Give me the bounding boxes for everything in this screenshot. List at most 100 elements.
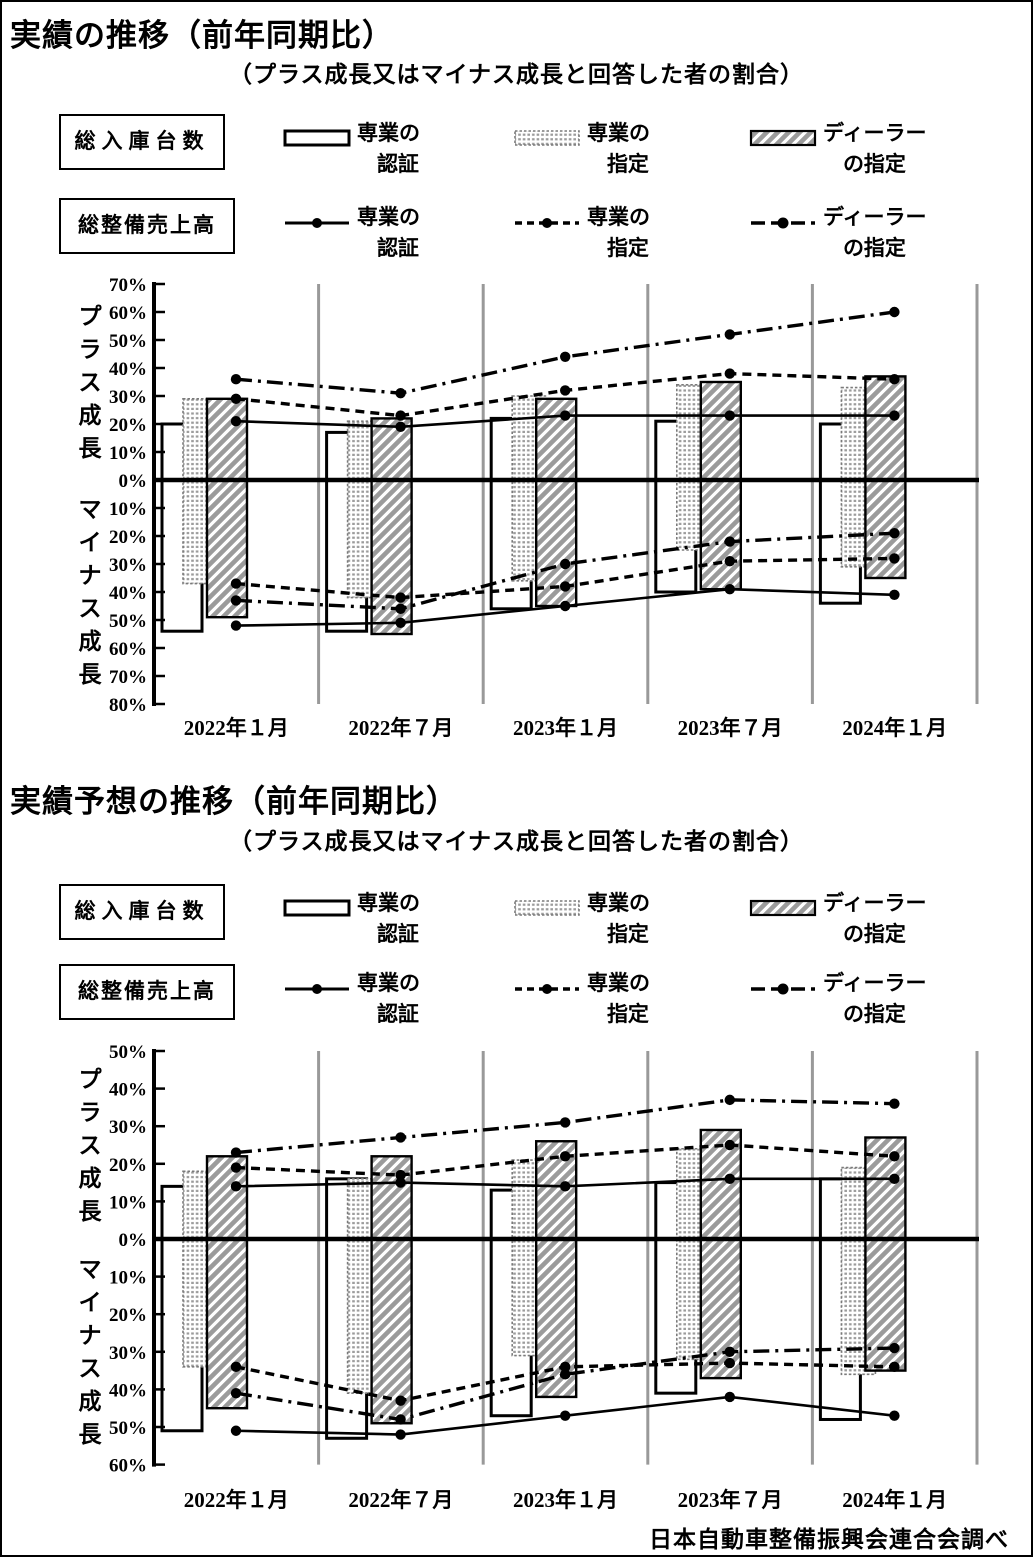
plus-growth-axis-label-char: ラ <box>79 336 102 362</box>
bar-minus-hatched <box>370 478 413 636</box>
legend-label: 専業の 認証 <box>357 202 420 264</box>
data-point-marker <box>560 1369 571 1380</box>
data-point-marker <box>889 306 900 318</box>
legend-label-line2: の指定 <box>842 153 906 176</box>
x-category-label: 2024年１月 <box>842 1488 947 1512</box>
bar-plus-hatched <box>370 1155 413 1241</box>
data-point-marker <box>724 536 735 547</box>
y-tick-label: 30% <box>109 555 147 576</box>
legend-label: 専業の 指定 <box>587 968 650 1030</box>
y-tick-label: 40% <box>109 1380 147 1401</box>
legend-label-line2: 指定 <box>606 237 649 260</box>
legend-label-line2: 認証 <box>376 1003 419 1026</box>
legend-label: 専業の 認証 <box>357 968 420 1030</box>
data-point-marker <box>560 581 571 592</box>
data-point-marker <box>230 1147 242 1158</box>
solid-line-swatch-icon <box>285 984 349 994</box>
legend-label: ディーラー の指定 <box>823 888 927 950</box>
data-point-marker <box>395 1395 406 1406</box>
legend-label: ディーラー の指定 <box>823 968 927 1030</box>
chart2-subtitle: （プラス成長又はマイナス成長と回答した者の割合） <box>228 828 805 854</box>
data-point-marker <box>724 368 735 379</box>
data-point-marker <box>230 595 242 606</box>
bar-plus-hatched <box>205 397 249 482</box>
data-point-marker <box>889 410 900 421</box>
x-category-label: 2022年１月 <box>184 716 289 740</box>
legend2-line-item-solid: 専業の 認証 <box>283 968 420 1030</box>
legend-label-line1: 専業の <box>587 206 650 229</box>
bar-minus-white <box>818 478 862 605</box>
minus-growth-axis-label-char: イ <box>79 529 102 555</box>
minus-growth-axis-label-char: ス <box>79 595 102 621</box>
y-tick-label: 50% <box>109 611 147 632</box>
data-point-marker <box>230 1387 242 1399</box>
chart2-title: 実績予想の推移（前年同期比） <box>10 784 458 819</box>
y-tick-label: 20% <box>109 415 147 436</box>
data-point-marker <box>724 410 735 421</box>
minus-growth-axis-label-char: 長 <box>79 1421 103 1447</box>
minus-growth-axis-label-char: ナ <box>79 562 102 588</box>
legend-label-line1: ディーラー <box>823 892 927 915</box>
legend-label: 専業の 指定 <box>587 118 650 180</box>
dotted-bar-swatch-icon <box>514 900 580 916</box>
data-point-marker <box>560 351 571 362</box>
y-tick-label: 20% <box>109 1155 147 1176</box>
data-point-marker <box>889 1151 900 1162</box>
legend1-bar-item-hatched: ディーラー の指定 <box>749 118 927 180</box>
data-point-marker <box>560 600 571 612</box>
x-category-label: 2023年７月 <box>678 1488 783 1512</box>
y-tick-label: 30% <box>109 1343 147 1364</box>
bar-minus-hatched <box>205 478 249 619</box>
legend-label-line1: 専業の <box>587 892 650 915</box>
legend-label-line2: 指定 <box>606 1003 649 1026</box>
dotted-bar-swatch-icon <box>514 130 580 146</box>
legend-label-line1: ディーラー <box>823 122 927 145</box>
data-point-marker <box>724 1391 735 1403</box>
legend1-bar-item-white: 専業の 認証 <box>283 118 420 180</box>
data-point-marker <box>560 410 571 421</box>
data-point-marker <box>724 329 735 340</box>
legend-label-line1: 専業の <box>587 122 650 145</box>
dashdot-line-swatch-icon <box>751 217 815 229</box>
chart1-title: 実績の推移（前年同期比） <box>10 18 394 53</box>
y-tick-label: 50% <box>109 331 147 352</box>
legend-label-line2: の指定 <box>842 237 906 260</box>
bar-plus-hatched <box>535 397 578 482</box>
line-dashdot <box>230 306 900 614</box>
y-tick-label: 60% <box>109 303 147 324</box>
bar-plus-hatched <box>699 380 742 482</box>
legend1-bar-item-dotted: 専業の 指定 <box>513 118 650 180</box>
y-tick-label: 0% <box>119 1230 148 1251</box>
bar-minus-hatched <box>864 1237 907 1372</box>
legend-label-line2: の指定 <box>842 923 906 946</box>
axes: 70% 60% 50% 40% 30% 20% 10% 0% 10% 20% 30% 40% 50% 60… <box>109 275 979 716</box>
plus-growth-axis-label-char: 長 <box>79 1198 103 1224</box>
legend1-line-item-dashed: 専業の指定 <box>513 202 650 264</box>
y-tick-label: 10% <box>109 499 147 520</box>
dashed-line-swatch-icon <box>515 984 579 994</box>
data-point-marker <box>230 416 242 427</box>
x-axis-labels: 2022年１月 2022年７月 2023年１月 2023年７月 2024年１月 <box>184 1488 947 1512</box>
y-tick-label: 30% <box>109 1117 147 1138</box>
y-tick-label: 80% <box>109 695 147 716</box>
chart1-subtitle: （プラス成長又はマイナス成長と回答した者の割合） <box>228 61 805 87</box>
bar-minus-hatched <box>699 478 742 591</box>
white-bar-swatch-icon <box>283 899 351 917</box>
axes: 50% 40% 30% 20% 10% 0% 10% 20% 30% 40% 50% 60% <box>109 1042 979 1477</box>
y-tick-label: 20% <box>109 1305 147 1326</box>
dashed-line-swatch-icon <box>515 218 579 228</box>
bars-white <box>160 416 862 633</box>
legend-label-line1: 専業の <box>357 122 420 145</box>
data-point-marker <box>560 385 571 396</box>
y-tick-label: 50% <box>109 1418 147 1439</box>
x-category-label: 2024年１月 <box>842 716 947 740</box>
x-category-label: 2022年７月 <box>348 1488 453 1512</box>
plus-growth-axis-label-char: プ <box>79 1066 103 1092</box>
hatched-bar-swatch-icon <box>749 899 817 917</box>
data-point-marker <box>889 1098 900 1109</box>
white-bar-swatch-icon <box>283 129 351 147</box>
performance-trend-chart: 70% 60% 50% 40% 30% 20% 10% 0% 10% 20% 30% 40% 50% 60… <box>79 275 979 740</box>
legend2-bar-item-dotted: 専業の 指定 <box>513 888 650 950</box>
